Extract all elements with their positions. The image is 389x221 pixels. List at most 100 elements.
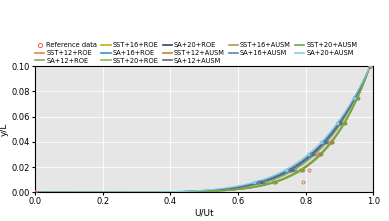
Line: SA+20+ROE: SA+20+ROE [35,66,370,192]
SST+20+ROE [322,150,327,152]
SST+12+ROE [33,191,37,194]
SA+16+AUSM [343,112,348,114]
SA+12+ROE [33,191,37,194]
Reference data [368,65,372,68]
SA+12+ROE [352,99,357,102]
Line: SST+12+ROE: SST+12+ROE [35,66,370,192]
Line: SA+20+AUSM: SA+20+AUSM [35,66,370,192]
SA+12+AUSM [344,112,349,114]
SA+16+AUSM [312,150,316,152]
SST+12+AUSM [284,176,288,178]
SST+16+ROE [354,100,358,103]
SST+16+AUSM [328,141,333,144]
SST+12+AUSM [33,191,37,194]
SST+16+ROE [33,191,37,194]
Reference data [317,153,322,156]
SA+20+AUSM [349,100,354,103]
Line: Reference data: Reference data [33,65,371,194]
SST+20+ROE [287,176,291,178]
SST+20+ROE [329,141,334,144]
SST+16+AUSM [354,99,358,102]
SA+12+ROE [316,150,321,152]
SST+16+AUSM [347,112,352,114]
SA+16+AUSM [350,99,355,102]
SA+20+ROE [321,141,326,144]
SST+20+ROE [348,112,353,114]
SST+16+ROE [329,141,333,144]
SST+20+AUSM [322,150,326,152]
SA+16+ROE [351,100,356,103]
Line: SA+12+AUSM: SA+12+AUSM [35,66,370,192]
SA+16+ROE [351,99,356,102]
SA+16+AUSM [33,191,37,194]
SST+12+AUSM [328,141,333,144]
SST+16+ROE [354,99,358,102]
SST+16+AUSM [33,191,37,194]
SST+16+ROE [348,112,352,114]
SST+20+AUSM [354,99,359,102]
SST+16+AUSM [321,150,326,152]
Y-axis label: y/L: y/L [0,123,9,136]
SST+20+AUSM [286,176,291,178]
SA+12+ROE [345,112,350,114]
SA+20+AUSM [33,191,37,194]
Line: SST+12+AUSM: SST+12+AUSM [35,66,370,192]
SA+12+AUSM [351,99,356,102]
SST+16+ROE [286,176,290,178]
SST+20+AUSM [33,191,37,194]
SA+20+ROE [368,65,372,68]
SA+20+AUSM [309,150,314,152]
Line: SA+16+ROE: SA+16+ROE [35,66,370,192]
SA+16+ROE [314,150,319,152]
SST+16+AUSM [285,176,289,178]
SST+16+ROE [368,65,372,68]
SA+20+ROE [343,112,348,114]
SST+16+ROE [321,150,326,152]
SST+16+AUSM [353,100,358,103]
SA+20+AUSM [342,112,347,114]
SA+12+ROE [352,100,356,103]
SA+16+ROE [368,65,372,68]
SA+20+ROE [350,100,355,103]
Reference data [33,191,37,194]
SST+12+AUSM [320,150,325,152]
SA+16+ROE [344,112,349,114]
Line: SST+16+ROE: SST+16+ROE [35,66,370,192]
SA+16+AUSM [368,65,372,68]
Reference data [329,141,333,143]
SST+20+AUSM [329,141,334,144]
SST+12+ROE [354,99,358,102]
SA+16+AUSM [350,100,355,103]
SST+16+AUSM [368,65,372,68]
SA+12+AUSM [368,65,372,68]
SST+20+ROE [354,99,359,102]
Reference data [301,181,305,183]
X-axis label: U/Ut: U/Ut [194,209,214,218]
SA+16+ROE [323,141,328,144]
Line: SST+20+AUSM: SST+20+AUSM [35,66,370,192]
Reference data [33,191,37,194]
SA+16+AUSM [321,141,325,144]
SST+20+ROE [354,100,358,103]
SA+12+AUSM [33,191,37,194]
SST+12+AUSM [353,99,358,102]
SA+12+ROE [368,65,372,68]
SA+20+ROE [312,150,317,152]
SA+16+ROE [33,191,37,194]
SA+12+ROE [324,141,329,144]
SA+20+ROE [272,176,277,178]
SA+12+AUSM [273,176,278,178]
Line: SA+12+ROE: SA+12+ROE [35,66,370,192]
SST+12+ROE [321,150,326,152]
Reference data [307,168,312,171]
SST+20+AUSM [354,100,358,103]
SA+12+AUSM [322,141,327,144]
SST+20+ROE [33,191,37,194]
SA+16+ROE [275,176,280,178]
SA+20+AUSM [350,99,354,102]
SA+20+ROE [33,191,37,194]
SST+12+ROE [285,176,290,178]
Line: SST+20+ROE: SST+20+ROE [35,66,370,192]
SST+12+ROE [368,65,372,68]
Line: SA+16+AUSM: SA+16+AUSM [35,66,370,192]
